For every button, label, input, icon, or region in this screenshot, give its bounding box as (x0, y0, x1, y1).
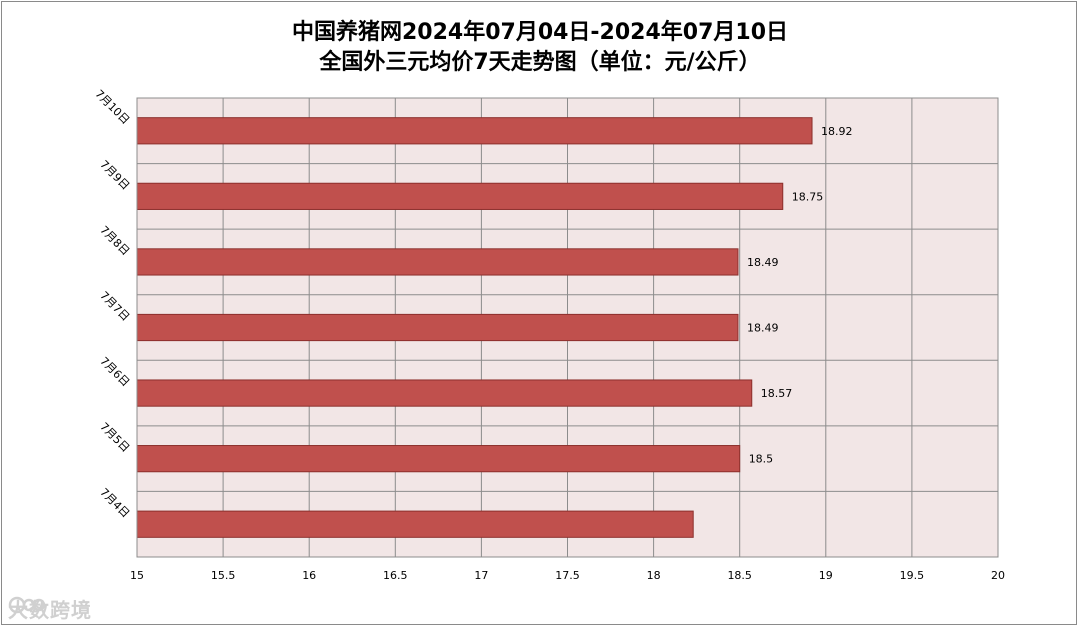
x-tick-label: 20 (991, 569, 1005, 582)
bar (136, 182, 784, 210)
x-tick-label: 15 (130, 569, 144, 582)
data-label: 18.92 (821, 125, 853, 138)
plot-border (136, 97, 999, 558)
x-tick-label: 17.5 (555, 569, 580, 582)
chart-title: 中国养猪网2024年07月04日-2024年07月10日 全国外三元均价7天走势… (0, 18, 1080, 78)
watermark: 大数跨境 (8, 594, 92, 623)
bar (136, 379, 753, 407)
data-label: 18.5 (749, 453, 774, 466)
bar (136, 510, 694, 538)
category-label: 7月10日 (92, 87, 132, 127)
x-tick-label: 15.5 (211, 569, 236, 582)
category-label: 7月8日 (97, 223, 132, 258)
bar (136, 313, 739, 342)
x-tick-label: 18.5 (727, 569, 752, 582)
category-label: 7月9日 (97, 158, 132, 193)
x-tick-label: 18 (647, 569, 661, 582)
chart-title-line-2: 全国外三元均价7天走势图（单位：元/公斤） (319, 50, 761, 75)
x-tick-label: 19.5 (900, 569, 925, 582)
x-tick-label: 17 (474, 569, 488, 582)
category-label: 7月6日 (97, 355, 132, 390)
x-tick-label: 16.5 (383, 569, 408, 582)
category-label: 7月4日 (97, 486, 132, 521)
bar (136, 445, 741, 473)
data-label: 18.49 (747, 322, 779, 335)
category-label: 7月7日 (97, 289, 132, 324)
category-label: 7月5日 (97, 420, 132, 455)
x-tick-label: 16 (302, 569, 316, 582)
data-label: 18.57 (761, 387, 793, 400)
chart-title-line-1: 中国养猪网2024年07月04日-2024年07月10日 (291, 20, 789, 45)
x-tick-label: 19 (819, 569, 833, 582)
bar (136, 117, 813, 145)
data-label: 18.49 (747, 256, 779, 269)
bar (136, 248, 739, 276)
data-label: 18.75 (792, 190, 824, 203)
brand-logo-icon (8, 596, 46, 614)
